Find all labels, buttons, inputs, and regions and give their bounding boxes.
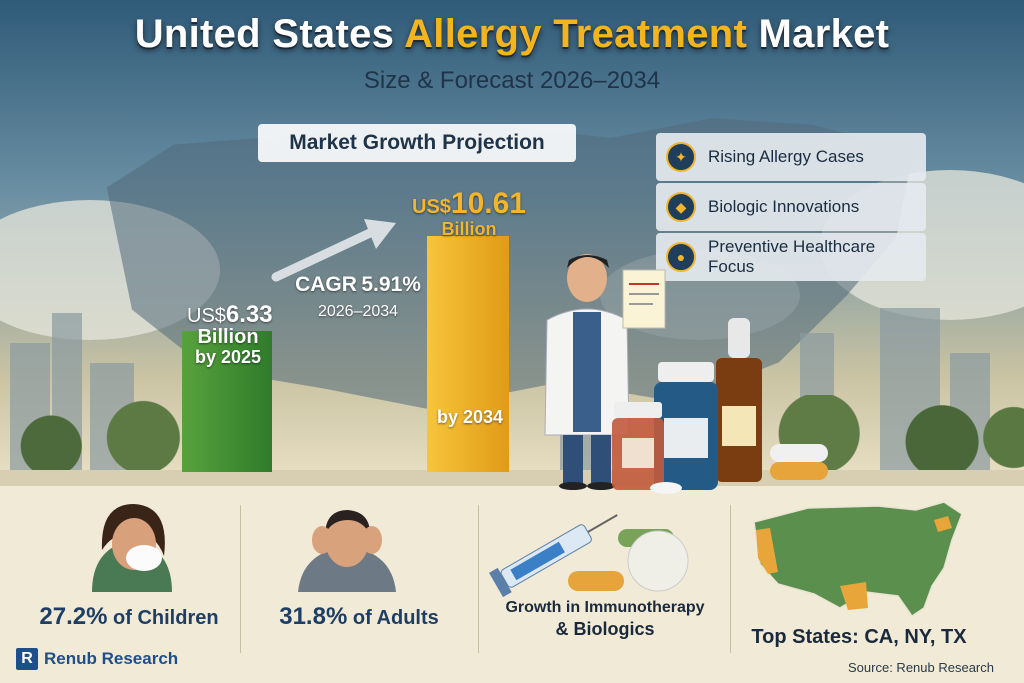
syringe-pills-icon [489, 514, 689, 597]
medicine-bottles-illustration [612, 318, 828, 494]
sneezing-child-icon [92, 504, 172, 592]
driver-label: Rising Allergy Cases [708, 147, 864, 166]
driver-label: Preventive Healthcare Focus [708, 237, 876, 276]
page-subtitle: Size & Forecast 2026–2034 [363, 67, 661, 94]
bar-2034 [427, 236, 509, 472]
market-drivers: ✦ Rising Allergy Cases ◆ Biologic Innova… [656, 133, 926, 283]
driver-label: Biologic Innovations [708, 197, 860, 216]
divider [730, 505, 731, 653]
top-states-label: Top States: CA, NY, TX [751, 626, 967, 648]
us-states-map-icon [753, 501, 963, 618]
driver-rising-allergy-cases: ✦ Rising Allergy Cases [656, 133, 926, 181]
bar-2034-value-label: US$10.61 Billion [412, 187, 526, 239]
biologic-icon: ◆ [666, 192, 696, 222]
brand-logo: R Renub Research [16, 648, 178, 670]
bar-2025-label: US$6.33 Billion by 2025 [187, 301, 273, 368]
immunotherapy-text: Growth in Immunotherapy & Biologics [505, 599, 705, 639]
bar-2034-year-label: by 2034 [436, 407, 504, 427]
doctor-illustration [544, 254, 666, 490]
children-stat: 27.2% of Children [39, 603, 219, 630]
driver-biologic-innovations: ◆ Biologic Innovations [656, 183, 926, 231]
adults-stat: 31.8% of Adults [279, 603, 439, 630]
growth-arrow-icon [271, 219, 396, 282]
cagr-label: CAGR 5.91% 2026–2034 [295, 273, 421, 320]
divider [240, 505, 241, 653]
page-title: United States Allergy Treatment Market [134, 12, 890, 56]
bar-2025 [182, 331, 272, 472]
renub-logo-icon: R [16, 648, 38, 670]
allergy-icon: ✦ [666, 142, 696, 172]
divider [478, 505, 479, 653]
adult-headache-icon [298, 510, 396, 592]
source-note: Source: Renub Research [848, 660, 994, 675]
shield-icon: ● [666, 242, 696, 272]
growth-projection-label: Market Growth Projection [258, 124, 576, 162]
driver-preventive-healthcare: ● Preventive Healthcare Focus [656, 233, 926, 281]
